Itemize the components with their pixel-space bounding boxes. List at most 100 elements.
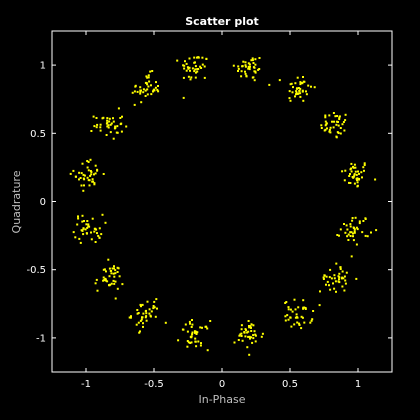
scatter-point bbox=[106, 119, 109, 122]
scatter-point bbox=[250, 330, 253, 332]
scatter-point bbox=[88, 225, 91, 228]
scatter-point bbox=[252, 62, 255, 64]
scatter-point bbox=[184, 323, 187, 326]
scatter-point bbox=[247, 330, 250, 333]
scatter-point bbox=[76, 223, 79, 226]
scatter-point bbox=[244, 64, 247, 67]
scatter-point bbox=[356, 179, 358, 182]
scatter-point bbox=[200, 342, 202, 345]
scatter-point bbox=[182, 96, 185, 99]
scatter-point bbox=[244, 335, 247, 338]
scatter-point bbox=[141, 316, 143, 319]
scatter-point bbox=[104, 279, 107, 282]
scatter-point bbox=[112, 120, 115, 123]
scatter-point bbox=[188, 66, 191, 69]
scatter-point bbox=[128, 316, 131, 319]
x-axis-label: In-Phase bbox=[198, 393, 245, 406]
scatter-point bbox=[199, 326, 202, 329]
scatter-point bbox=[357, 178, 360, 181]
scatter-point bbox=[248, 325, 250, 327]
axes-layer: -1 -0.5 0 0.5 1 -1 -0.5 0 0.5 1 bbox=[26, 30, 393, 390]
chart-title: Scatter plot bbox=[185, 15, 259, 28]
scatter-point bbox=[86, 220, 89, 222]
scatter-point bbox=[338, 272, 341, 275]
scatter-point bbox=[189, 78, 192, 81]
scatter-point bbox=[303, 321, 306, 324]
scatter-point bbox=[338, 278, 340, 281]
scatter-point bbox=[201, 326, 203, 329]
scatter-point bbox=[137, 312, 140, 314]
scatter-point bbox=[117, 107, 120, 110]
scatter-point bbox=[147, 85, 150, 88]
scatter-point bbox=[142, 312, 145, 315]
scatter-point bbox=[93, 227, 96, 230]
scatter-point bbox=[336, 234, 339, 236]
scatter-point bbox=[301, 90, 304, 93]
scatter-point bbox=[350, 162, 353, 165]
scatter-point bbox=[353, 230, 356, 233]
scatter-point bbox=[194, 340, 197, 343]
scatter-point bbox=[284, 315, 287, 318]
scatter-point bbox=[154, 86, 157, 89]
scatter-point bbox=[82, 189, 85, 192]
scatter-point bbox=[247, 62, 250, 65]
scatter-point bbox=[243, 331, 246, 334]
scatter-point bbox=[96, 123, 99, 126]
scatter-point bbox=[139, 319, 142, 322]
scatter-point bbox=[195, 331, 198, 334]
scatter-point bbox=[134, 84, 137, 87]
y-axis-label: Quadrature bbox=[10, 170, 23, 233]
scatter-point bbox=[114, 126, 117, 129]
scatter-point bbox=[295, 91, 298, 94]
scatter-point bbox=[145, 319, 148, 322]
scatter-point bbox=[343, 289, 346, 292]
y-tick-label: 1 bbox=[40, 61, 46, 72]
scatter-point bbox=[87, 161, 90, 163]
scatter-point bbox=[140, 101, 143, 104]
scatter-point bbox=[341, 285, 344, 288]
scatter-point bbox=[115, 131, 118, 134]
x-tick-label: 0.5 bbox=[282, 379, 298, 390]
scatter-point bbox=[148, 80, 151, 83]
scatter-point bbox=[338, 116, 341, 119]
scatter-point bbox=[194, 68, 197, 71]
scatter-point bbox=[302, 306, 305, 309]
scatter-point bbox=[113, 267, 115, 270]
scatter-point bbox=[81, 214, 84, 217]
scatter-point bbox=[332, 112, 335, 114]
scatter-point bbox=[343, 223, 345, 225]
scatter-point bbox=[339, 132, 342, 135]
scatter-point bbox=[343, 275, 346, 278]
scatter-point bbox=[257, 68, 260, 71]
scatter-point bbox=[346, 235, 349, 238]
scatter-point bbox=[148, 312, 151, 315]
scatter-point bbox=[362, 166, 365, 169]
scatter-point bbox=[249, 325, 252, 328]
scatter-point bbox=[341, 276, 344, 279]
scatter-point bbox=[348, 175, 351, 177]
scatter-point bbox=[136, 312, 139, 315]
scatter-point bbox=[290, 325, 293, 328]
scatter-point bbox=[252, 334, 255, 337]
scatter-point bbox=[125, 125, 128, 128]
scatter-point bbox=[344, 169, 347, 172]
scatter-point bbox=[95, 117, 98, 119]
scatter-point bbox=[139, 303, 142, 306]
scatter-point bbox=[358, 220, 361, 223]
scatter-point bbox=[83, 220, 85, 222]
scatter-point bbox=[187, 341, 190, 344]
scatter-point bbox=[342, 277, 345, 280]
scatter-point bbox=[250, 323, 253, 326]
scatter-point bbox=[197, 56, 200, 59]
scatter-point bbox=[374, 178, 377, 181]
scatter-point bbox=[354, 166, 357, 169]
scatter-point bbox=[199, 344, 202, 347]
scatter-point bbox=[102, 276, 105, 279]
scatter-point bbox=[325, 122, 328, 125]
x-tick-label: -0.5 bbox=[144, 379, 164, 390]
scatter-point bbox=[183, 64, 186, 67]
scatter-point bbox=[302, 299, 305, 302]
scatter-point bbox=[338, 281, 341, 284]
scatter-point bbox=[324, 120, 327, 123]
scatter-point bbox=[346, 228, 349, 231]
